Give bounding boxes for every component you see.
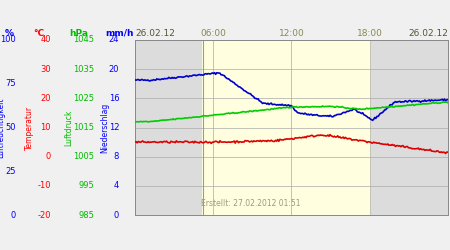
- Text: 24: 24: [109, 36, 119, 44]
- Text: -20: -20: [37, 210, 51, 220]
- Text: hPa: hPa: [70, 28, 89, 38]
- Text: Niederschlag: Niederschlag: [100, 102, 109, 152]
- Text: Luftfeuchtigkeit: Luftfeuchtigkeit: [0, 97, 5, 158]
- Text: 30: 30: [40, 65, 51, 74]
- Text: 10: 10: [40, 123, 51, 132]
- Text: 26.02.12: 26.02.12: [408, 29, 448, 38]
- Text: 20: 20: [109, 65, 119, 74]
- Text: 18:00: 18:00: [356, 29, 382, 38]
- Text: 8: 8: [114, 152, 119, 161]
- Text: 20: 20: [40, 94, 51, 103]
- Text: Temperatur: Temperatur: [25, 106, 34, 150]
- Text: 0: 0: [10, 210, 16, 220]
- Text: 16: 16: [108, 94, 119, 103]
- Text: 26.02.12: 26.02.12: [135, 29, 175, 38]
- Text: %: %: [4, 28, 13, 38]
- Text: 100: 100: [0, 36, 16, 44]
- Text: 0: 0: [45, 152, 51, 161]
- Text: °C: °C: [33, 28, 44, 38]
- Text: 40: 40: [40, 36, 51, 44]
- Text: 75: 75: [5, 79, 16, 88]
- Text: 1035: 1035: [73, 65, 94, 74]
- Text: 1005: 1005: [73, 152, 94, 161]
- Text: Luftdruck: Luftdruck: [64, 109, 73, 146]
- Text: Erstellt: 27.02.2012 01:51: Erstellt: 27.02.2012 01:51: [201, 199, 301, 208]
- Text: 985: 985: [79, 210, 94, 220]
- Text: 12: 12: [109, 123, 119, 132]
- Text: -10: -10: [37, 181, 51, 190]
- Text: 4: 4: [114, 181, 119, 190]
- Text: 1025: 1025: [73, 94, 94, 103]
- Text: 50: 50: [5, 123, 16, 132]
- Text: 1045: 1045: [73, 36, 94, 44]
- Text: 1015: 1015: [73, 123, 94, 132]
- Text: mm/h: mm/h: [106, 28, 134, 38]
- Bar: [202, 40, 371, 215]
- Text: 25: 25: [5, 167, 16, 176]
- Text: 995: 995: [79, 181, 94, 190]
- Text: 12:00: 12:00: [279, 29, 304, 38]
- Text: 0: 0: [114, 210, 119, 220]
- Text: 06:00: 06:00: [200, 29, 226, 38]
